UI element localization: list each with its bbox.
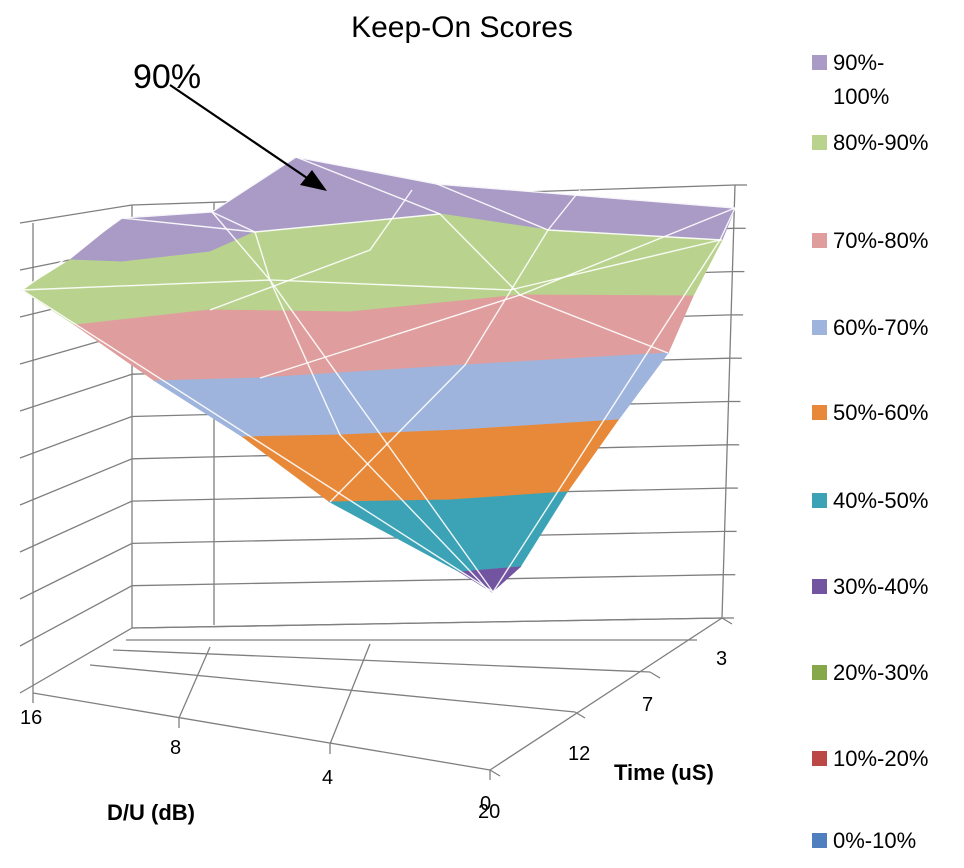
floor-right-edge [489, 617, 723, 771]
surface-mesh-line [295, 156, 669, 354]
surface-mesh-line [509, 239, 721, 291]
y-tick-7: 7 [642, 694, 653, 716]
legend-label-30-40: 30%-40% [833, 574, 928, 599]
back-wall-gridline [131, 574, 724, 587]
y-axis-label: Time (uS) [614, 760, 714, 785]
surface-band-40-50 [328, 491, 568, 573]
chart-title: Keep-On Scores [351, 11, 573, 44]
left-wall-gridline [19, 373, 133, 412]
x-tick-16: 16 [20, 707, 42, 729]
floor-front-edge [32, 692, 491, 771]
surface-wireframe [21, 156, 737, 593]
legend-swatch-70-80 [812, 233, 827, 248]
left-wall-gridline [19, 542, 133, 600]
left-wall-gridline [19, 500, 133, 553]
legend-label-70-80: 70%-80% [833, 228, 928, 253]
surface-mesh-line [254, 231, 491, 593]
right-wall-edge [721, 184, 736, 619]
floor-gridline [89, 664, 576, 713]
legend-swatch-50-60 [812, 405, 827, 420]
surface-mesh-line [329, 189, 581, 503]
legend-label-80-90: 80%-90% [833, 130, 928, 155]
floor-gridline [178, 646, 211, 719]
surface-mesh-line [211, 211, 256, 233]
surface-plot [21, 156, 736, 593]
legend: 90%-100% 80%-90% 70%-80% 60%-70% 50%-60% 40%-… [812, 50, 928, 853]
legend-label-50-60: 50%-60% [833, 400, 928, 425]
x-tick-0: 0 [480, 793, 491, 815]
surface-mesh-line [259, 207, 736, 379]
legend-label-60-70: 60%-70% [833, 315, 928, 340]
legend-swatch-30-40 [812, 579, 827, 594]
x-tick-4: 4 [322, 767, 333, 789]
legend-label-40-50: 40%-50% [833, 488, 928, 513]
y-tick-12: 12 [568, 743, 590, 765]
x-axis-label: D/U (dB) [107, 800, 195, 825]
legend-swatch-0-10 [812, 833, 827, 848]
floor-gridline [112, 649, 651, 673]
left-wall-gridline [19, 627, 133, 694]
x-tick-8: 8 [170, 737, 181, 759]
left-wall-gridline [19, 458, 133, 506]
left-wall-gridline [19, 585, 133, 647]
y-tick-mark [489, 769, 501, 777]
legend-label-0-10: 0%-10% [833, 828, 916, 853]
y-tick-mark [574, 711, 586, 719]
legend-label-10-20: 10%-20% [833, 746, 928, 771]
legend-swatch-60-70 [812, 320, 827, 335]
y-tick-mark [649, 671, 661, 679]
floor-gridline [329, 643, 371, 745]
floor-back-edge [131, 617, 723, 629]
legend-swatch-20-30 [812, 665, 827, 680]
left-wall-gridline [19, 415, 133, 459]
legend-swatch-90-100 [812, 55, 827, 70]
y-tick-20: 20 [478, 801, 500, 823]
annotation-arrow [169, 84, 327, 191]
surface-mesh-line [209, 189, 413, 311]
annotation-label: 90% [133, 58, 201, 96]
y-tick-3: 3 [716, 648, 727, 670]
legend-swatch-40-50 [812, 493, 827, 508]
tick-labels: 16 8 4 0 3 7 12 20 [20, 648, 727, 823]
legend-label-90-100: 90%-100% [833, 50, 889, 109]
left-wall-gridline [19, 204, 133, 224]
legend-swatch-80-90 [812, 135, 827, 150]
y-tick-mark [721, 617, 733, 625]
legend-label-20-30: 20%-30% [833, 660, 928, 685]
legend-swatch-10-20 [812, 751, 827, 766]
